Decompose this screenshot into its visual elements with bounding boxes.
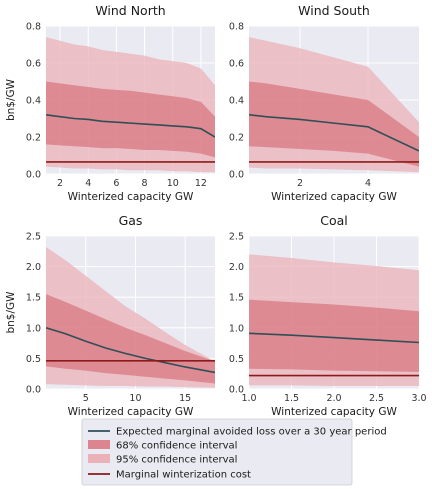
panels: 2 4 6 8 10 12 0.0 0.2 0.4 0.6 0.8 Wind North Winteri… [5, 3, 427, 418]
ci68-band [249, 81, 419, 167]
x-tick-label: 6 [113, 178, 119, 189]
x-tick-label: 1.5 [284, 393, 299, 404]
y-axis-label: bn$/GW [5, 78, 17, 121]
y-tick-label: 0.4 [26, 96, 41, 107]
panel-title: Gas [119, 213, 143, 228]
y-tick-label: 2.0 [229, 262, 244, 273]
x-tick-label: 10 [129, 393, 141, 404]
x-tick-label: 2.5 [369, 393, 384, 404]
y-tick-label: 0.5 [229, 354, 244, 365]
mean-line [46, 114, 215, 138]
panel-title: Wind North [95, 3, 165, 18]
panel-wind-south: 2 4 0.0 0.2 0.4 0.6 0.8 Wind South Winterized ca… [229, 3, 419, 203]
y-tick-label: 0.8 [26, 22, 41, 33]
mean-line [249, 114, 419, 152]
y-tick-label: 0.5 [26, 354, 41, 365]
legend-box [81, 418, 353, 486]
legend-cost-label: Marginal winterization cost [116, 470, 251, 481]
x-tick-label: 1.0 [241, 393, 256, 404]
y-tick-label: 0.4 [229, 96, 244, 107]
x-tick-label: 3.0 [411, 393, 426, 404]
panel-title: Coal [320, 213, 348, 228]
legend-ci95-swatch [88, 454, 110, 463]
mean-line [46, 327, 215, 374]
y-tick-label: 2.5 [26, 232, 41, 243]
y-tick-label: 1.5 [26, 293, 41, 304]
panel-title: Wind South [298, 3, 370, 18]
x-axis-label: Winterized capacity GW [271, 191, 397, 203]
panel-gas: 5 10 15 0.0 0.5 1.0 1.5 2.0 2.5 Gas Winterized cap… [5, 213, 215, 418]
series-layer [46, 37, 215, 173]
ci68-band [46, 81, 215, 158]
series-layer [46, 247, 215, 388]
y-tick-label: 0.2 [229, 133, 244, 144]
x-tick-label: 2 [57, 178, 63, 189]
y-tick-label: 2.0 [26, 262, 41, 273]
legend-ci68-label: 68% confidence interval [116, 441, 237, 452]
legend-ci95-label: 95% confidence interval [116, 455, 237, 466]
y-tick-label: 0.6 [229, 59, 244, 70]
y-tick-label: 1.5 [229, 293, 244, 304]
panel-coal: 1.0 1.5 2.0 2.5 3.0 0.0 0.5 1.0 1.5 2.0 2.5 Coal Win… [229, 213, 427, 418]
x-tick-label: 5 [83, 393, 89, 404]
x-tick-label: 2 [297, 178, 303, 189]
ci68-band [249, 299, 419, 372]
y-tick-label: 0.2 [26, 133, 41, 144]
x-axis-label: Winterized capacity GW [271, 406, 397, 418]
y-tick-label: 1.0 [229, 323, 244, 334]
x-axis-label: Winterized capacity GW [68, 406, 194, 418]
x-tick-label: 15 [179, 393, 191, 404]
y-tick-label: 0.0 [26, 170, 41, 181]
y-tick-label: 0.0 [229, 170, 244, 181]
y-tick-label: 1.0 [26, 323, 41, 334]
series-layer [249, 37, 419, 173]
y-tick-label: 0.8 [229, 22, 244, 33]
x-tick-label: 8 [142, 178, 148, 189]
legend-ci68-swatch [88, 440, 110, 449]
legend: Expected marginal avoided loss over a 30… [81, 418, 387, 486]
x-tick-label: 2.0 [326, 393, 341, 404]
y-tick-label: 0.6 [26, 59, 41, 70]
x-tick-label: 4 [365, 178, 371, 189]
series-layer [249, 254, 419, 386]
y-axis-label: bn$/GW [5, 291, 17, 334]
x-axis-label: Winterized capacity GW [68, 191, 194, 203]
y-tick-label: 0.0 [229, 385, 244, 396]
legend-mean-label: Expected marginal avoided loss over a 30… [116, 427, 387, 438]
y-tick-label: 0.0 [26, 385, 41, 396]
x-tick-label: 12 [195, 178, 207, 189]
panel-wind-north: 2 4 6 8 10 12 0.0 0.2 0.4 0.6 0.8 Wind North Winteri… [5, 3, 215, 203]
mean-line [249, 332, 419, 344]
x-tick-label: 4 [85, 178, 91, 189]
y-tick-label: 2.5 [229, 232, 244, 243]
x-tick-label: 10 [167, 178, 179, 189]
